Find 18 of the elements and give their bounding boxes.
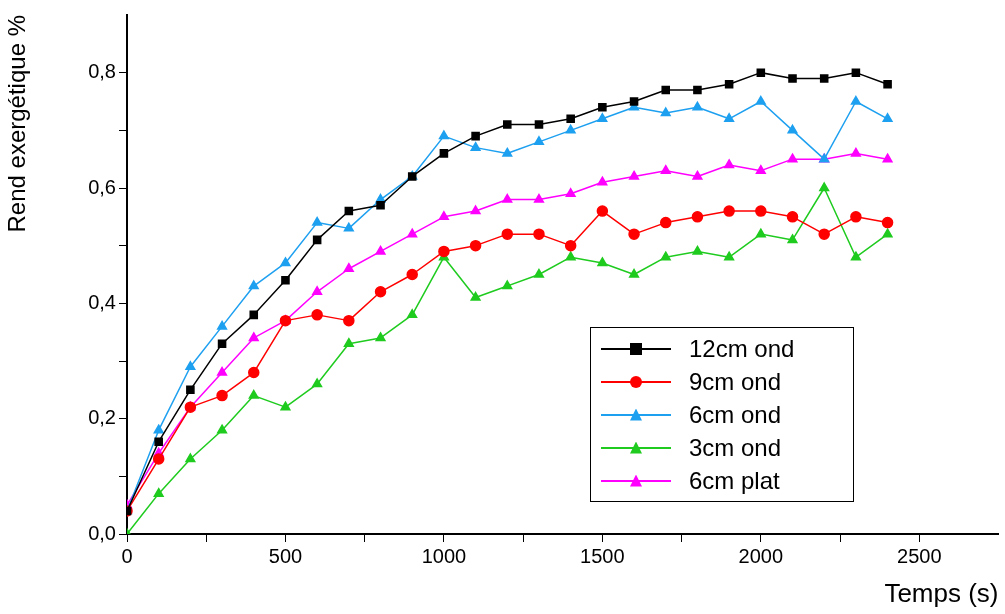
y-axis-title: Rend exergétique % xyxy=(3,15,31,233)
legend-label: 6cm ond xyxy=(689,400,782,429)
legend-label: 3cm ond xyxy=(689,433,782,462)
y-tick-label: 0,4 xyxy=(88,290,116,313)
y-tick-label: 0,8 xyxy=(88,60,116,83)
x-tick-label: 1500 xyxy=(580,544,625,567)
x-axis-title: Temps (s) xyxy=(884,577,999,608)
legend-label: 9cm ond xyxy=(689,367,782,396)
y-tick-label: 0,0 xyxy=(88,521,116,544)
x-tick-label: 0 xyxy=(121,544,133,567)
y-tick-label: 0,6 xyxy=(88,175,116,198)
y-tick-label: 0,2 xyxy=(88,406,116,429)
legend-label: 6cm plat xyxy=(689,466,780,495)
legend-label: 12cm ond xyxy=(689,334,795,363)
x-tick-label: 2000 xyxy=(738,544,784,567)
x-tick-label: 500 xyxy=(268,544,303,567)
x-tick-label: 2500 xyxy=(897,544,942,567)
x-tick-label: 1000 xyxy=(421,544,467,567)
